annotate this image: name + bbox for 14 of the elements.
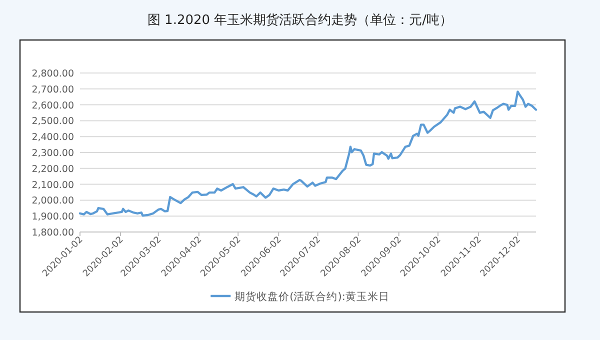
y-tick-label: 2,800.00 <box>32 68 74 80</box>
y-tick-label: 1,900.00 <box>32 212 74 223</box>
y-tick-label: 1,800.00 <box>32 228 74 238</box>
y-tick-label: 2,300.00 <box>32 148 74 159</box>
y-tick-label: 2,400.00 <box>32 132 74 144</box>
line-series <box>78 90 538 217</box>
y-tick-label: 2,100.00 <box>32 180 74 191</box>
y-tick-label: 2,000.00 <box>32 196 74 207</box>
y-tick-label: 2,700.00 <box>32 84 74 96</box>
y-tick-label: 2,600.00 <box>32 100 74 112</box>
chart-title: 图 1.2020 年玉米期货活跃合约走势（单位：元/吨） <box>147 13 453 28</box>
y-tick-label: 2,200.00 <box>32 164 74 175</box>
y-tick-label: 2,500.00 <box>32 116 74 128</box>
legend-label: 期货收盘价(活跃合约):黄玉米日 <box>234 290 390 303</box>
